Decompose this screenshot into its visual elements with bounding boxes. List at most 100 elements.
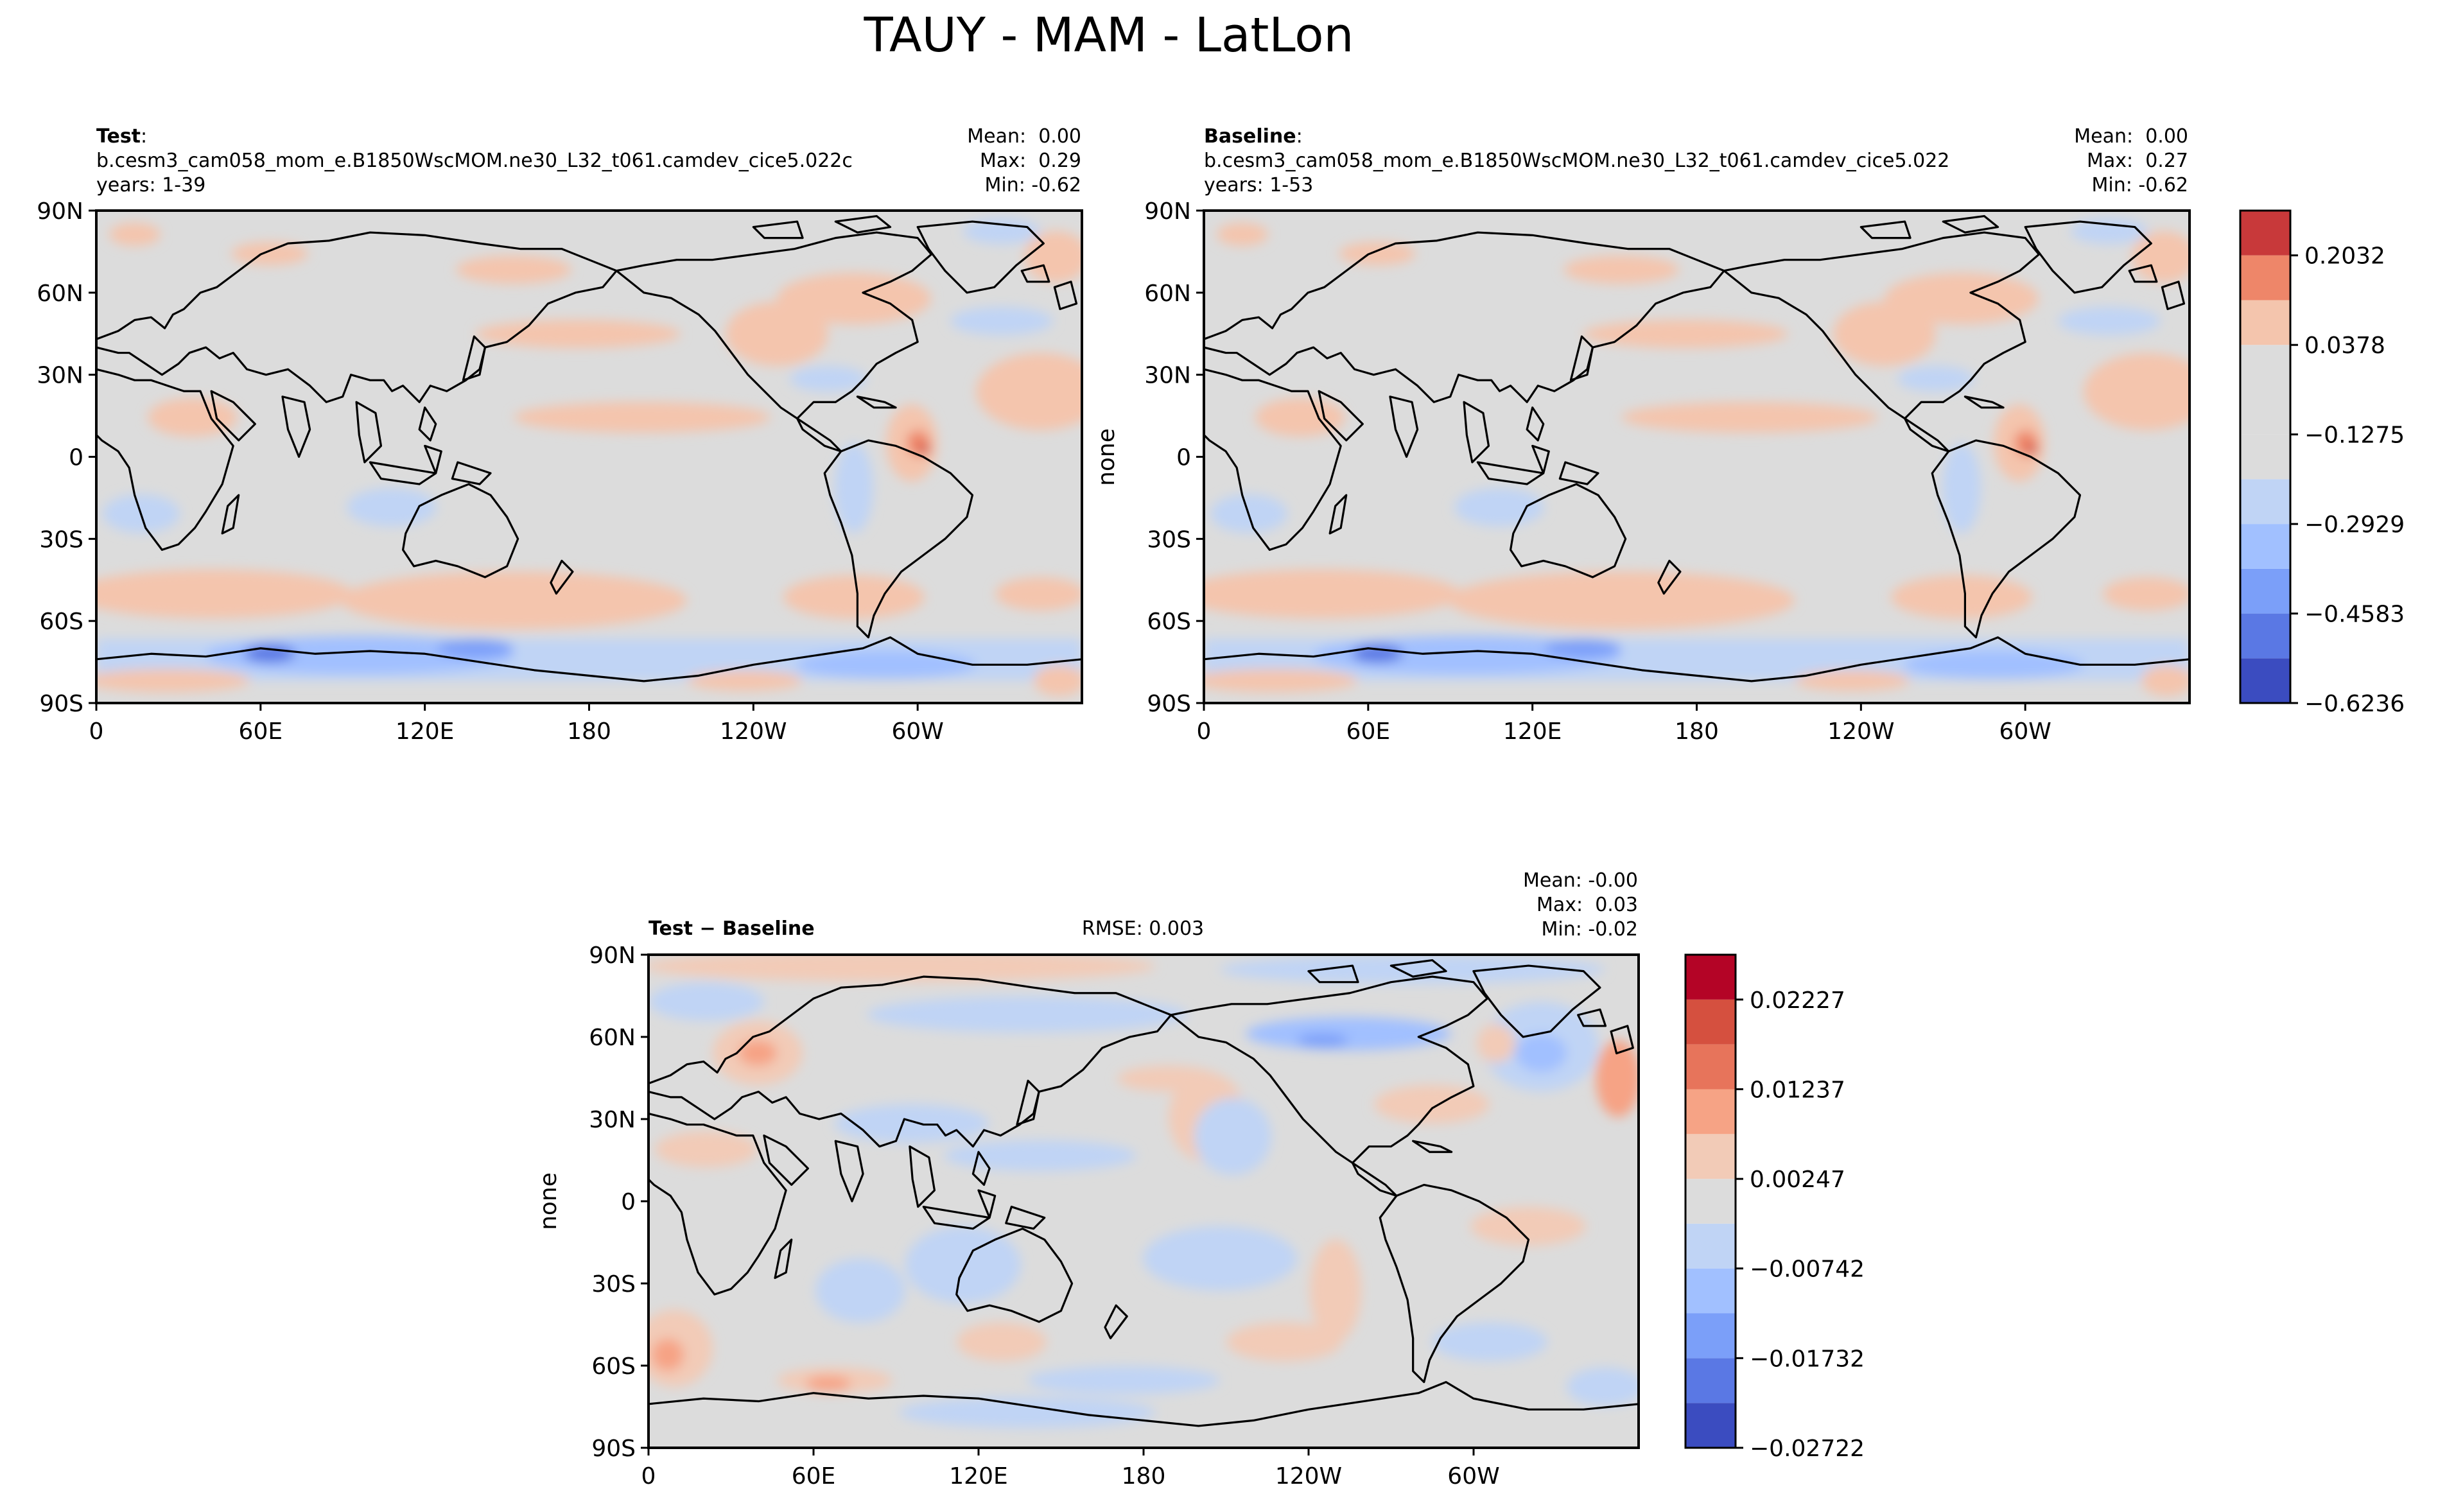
colorbar-diff-tick-label: 0.01237 bbox=[1750, 1077, 1845, 1103]
colorbar-baseline-swatch bbox=[2240, 255, 2290, 300]
baseline-ytick-label: 0 bbox=[1176, 445, 1191, 471]
baseline-ytick-label: 90S bbox=[1147, 691, 1191, 717]
baseline-xtick-label: 60W bbox=[1999, 718, 2051, 745]
panel-baseline-ylabel: none bbox=[1093, 428, 1120, 486]
panel-diff: Test − Baseline RMSE: 0.003 Mean: -0.00 … bbox=[535, 869, 1865, 1490]
panel-baseline-years: years: 1-53 bbox=[1204, 174, 1313, 196]
panel-baseline-max: Max: 0.27 bbox=[2087, 150, 2188, 172]
baseline-ytick-label: 60N bbox=[1144, 281, 1191, 307]
baseline-xtick-label: 60E bbox=[1346, 718, 1391, 745]
diff-ytick-label: 30N bbox=[589, 1107, 636, 1133]
diff-xtick-label: 120E bbox=[949, 1463, 1007, 1490]
panel-baseline-label: Baseline: bbox=[1204, 125, 1303, 148]
colorbar-baseline-swatch bbox=[2240, 434, 2290, 480]
colorbar-baseline: 0.2032 0.0378 −0.1275 −0.2929 −0.4583 −0.6236 bbox=[2239, 209, 2405, 717]
diff-ytick-label: 60N bbox=[589, 1025, 636, 1051]
panel-test-label: Test: bbox=[96, 125, 147, 148]
panel-baseline-mean: Mean: 0.00 bbox=[2074, 125, 2188, 148]
map-baseline bbox=[1204, 211, 2190, 703]
test-ytick-label: 30S bbox=[39, 526, 83, 553]
baseline-xtick-label: 0 bbox=[1197, 718, 1212, 745]
colorbar-diff-swatch bbox=[1685, 1313, 1736, 1359]
panel-test-min: Min: -0.62 bbox=[985, 174, 1082, 196]
colorbar-baseline-swatch bbox=[2240, 479, 2290, 525]
colorbar-baseline-swatch bbox=[2240, 613, 2290, 659]
diff-ytick-label: 30S bbox=[591, 1271, 636, 1298]
diff-xtick-label: 120W bbox=[1275, 1463, 1342, 1490]
panel-baseline-case: b.cesm3_cam058_mom_e.B1850WscMOM.ne30_L3… bbox=[1204, 150, 1949, 172]
diff-ytick-label: 90S bbox=[591, 1436, 636, 1462]
baseline-xtick-label: 180 bbox=[1675, 718, 1719, 745]
panel-diff-ylabel: none bbox=[535, 1172, 562, 1230]
colorbar-baseline-swatch bbox=[2240, 389, 2290, 435]
colorbar-baseline-swatch bbox=[2240, 300, 2290, 345]
test-ytick-label: 90S bbox=[39, 691, 83, 717]
map-diff bbox=[649, 955, 1639, 1448]
colorbar-baseline-tick-label: 0.2032 bbox=[2304, 243, 2385, 270]
test-xtick-label: 60W bbox=[891, 718, 943, 745]
baseline-xtick-label: 120E bbox=[1503, 718, 1562, 745]
colorbar-baseline-swatch bbox=[2240, 345, 2290, 390]
diff-ytick-label: 90N bbox=[589, 943, 636, 969]
colorbar-diff-swatch bbox=[1685, 1044, 1736, 1090]
colorbar-diff-frame bbox=[1684, 953, 1737, 1449]
baseline-ytick-label: 90N bbox=[1144, 198, 1191, 225]
colorbar-diff-tick-label: −0.00742 bbox=[1750, 1256, 1865, 1283]
diff-ytick-label: 0 bbox=[621, 1189, 636, 1215]
panel-diff-mean: Mean: -0.00 bbox=[1523, 869, 1638, 892]
colorbar-baseline-swatch bbox=[2240, 568, 2290, 614]
colorbar-baseline-tick-label: −0.6236 bbox=[2304, 691, 2405, 717]
map-test bbox=[96, 211, 1082, 703]
colorbar-diff-swatch bbox=[1685, 999, 1736, 1045]
panel-baseline: Baseline: b.cesm3_cam058_mom_e.B1850WscM… bbox=[1093, 125, 2405, 745]
test-ytick-label: 30N bbox=[37, 363, 83, 389]
colorbar-diff-tick-label: −0.01732 bbox=[1750, 1346, 1865, 1372]
map-baseline-axes: 0 60E 120E 180 120W 60W 90N 60N 30N 0 30S 60S 90S bbox=[1144, 198, 2051, 745]
test-xtick-label: 120W bbox=[720, 718, 787, 745]
diff-xtick-label: 60W bbox=[1447, 1463, 1499, 1490]
colorbar-diff-tick-label: 0.02227 bbox=[1750, 987, 1845, 1014]
test-xtick-label: 120E bbox=[396, 718, 454, 745]
colorbar-baseline-tick-label: 0.0378 bbox=[2304, 333, 2385, 359]
panel-test-case: b.cesm3_cam058_mom_e.B1850WscMOM.ne30_L3… bbox=[96, 150, 853, 172]
panel-test-years: years: 1-39 bbox=[96, 174, 205, 196]
colorbar-baseline-tick-label: −0.2929 bbox=[2304, 512, 2405, 538]
test-xtick-label: 0 bbox=[89, 718, 104, 745]
panel-diff-max: Max: 0.03 bbox=[1537, 894, 1638, 916]
baseline-ytick-label: 30N bbox=[1144, 363, 1191, 389]
panel-test-max: Max: 0.29 bbox=[980, 150, 1081, 172]
panel-test-mean: Mean: 0.00 bbox=[967, 125, 1081, 148]
colorbar-diff-tick-label: 0.00247 bbox=[1750, 1167, 1845, 1193]
test-xtick-label: 180 bbox=[567, 718, 611, 745]
diff-ytick-label: 60S bbox=[591, 1353, 636, 1380]
colorbar-baseline-tick-label: −0.4583 bbox=[2304, 602, 2405, 628]
panel-diff-rmse: RMSE: 0.003 bbox=[1082, 917, 1204, 940]
diff-xtick-label: 0 bbox=[641, 1463, 656, 1490]
test-ytick-label: 60S bbox=[39, 609, 83, 635]
colorbar-baseline-tick-label: −0.1275 bbox=[2304, 422, 2405, 449]
figure-title: TAUY - MAM - LatLon bbox=[864, 8, 1354, 63]
colorbar-baseline-frame bbox=[2239, 209, 2292, 704]
diff-xtick-label: 60E bbox=[792, 1463, 836, 1490]
colorbar-baseline-swatch bbox=[2240, 211, 2290, 256]
colorbar-diff-swatch bbox=[1685, 1268, 1736, 1314]
baseline-ytick-label: 30S bbox=[1147, 526, 1191, 553]
colorbar-baseline-swatch bbox=[2240, 524, 2290, 569]
map-diff-axes: 0 60E 120E 180 120W 60W 90N 60N 30N 0 30S 60S 90S bbox=[589, 943, 1499, 1490]
colorbar-diff-swatch bbox=[1685, 955, 1736, 1000]
baseline-xtick-label: 120W bbox=[1827, 718, 1894, 745]
colorbar-diff-swatch bbox=[1685, 1403, 1736, 1448]
diff-xtick-label: 180 bbox=[1122, 1463, 1166, 1490]
colorbar-diff-swatch bbox=[1685, 1089, 1736, 1134]
test-xtick-label: 60E bbox=[239, 718, 283, 745]
colorbar-diff-swatch bbox=[1685, 1179, 1736, 1224]
baseline-ytick-label: 60S bbox=[1147, 609, 1191, 635]
test-ytick-label: 90N bbox=[37, 198, 83, 225]
colorbar-baseline-swatch bbox=[2240, 658, 2290, 703]
test-ytick-label: 0 bbox=[69, 445, 83, 471]
colorbar-diff: 0.02227 0.01237 0.00247 −0.00742 −0.01732 −0.… bbox=[1684, 953, 1865, 1462]
colorbar-diff-tick-label: −0.02722 bbox=[1750, 1436, 1865, 1462]
panel-test: Test: b.cesm3_cam058_mom_e.B1850WscMOM.n… bbox=[37, 125, 1104, 745]
map-test-axes: 0 60E 120E 180 120W 60W 90N 60N 30N 0 30S 60S 90S bbox=[37, 198, 944, 745]
